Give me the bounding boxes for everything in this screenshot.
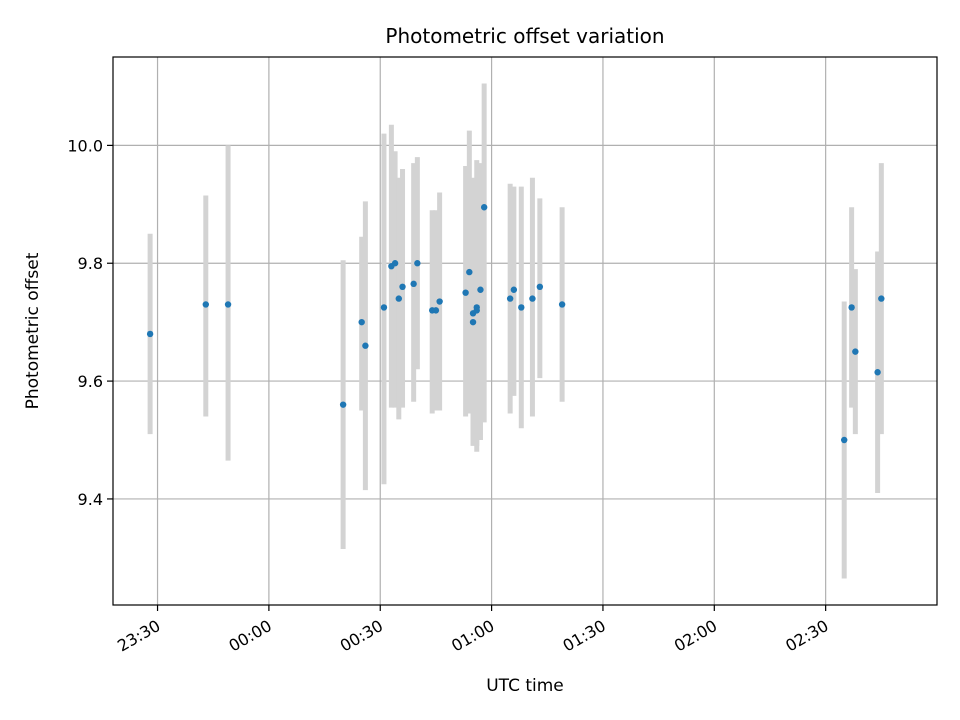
y-tick-label: 9.8 — [78, 254, 103, 273]
data-point — [202, 301, 209, 308]
data-point — [518, 304, 525, 311]
data-point — [852, 348, 859, 355]
data-point — [529, 295, 536, 302]
data-point — [391, 260, 399, 267]
data-point — [358, 318, 365, 326]
data-point — [436, 298, 443, 305]
y-axis-label: Photometric offset — [23, 252, 43, 409]
data-point — [395, 295, 403, 302]
data-point — [362, 342, 369, 349]
data-point — [874, 369, 881, 376]
plot-frame — [112, 56, 938, 606]
data-point — [558, 301, 566, 308]
data-points — [146, 204, 885, 444]
data-point — [399, 283, 406, 291]
data-point — [410, 280, 417, 288]
data-point — [414, 260, 421, 267]
data-point — [432, 307, 440, 314]
y-tick-label: 9.6 — [78, 372, 103, 391]
data-point — [477, 286, 484, 293]
data-point — [339, 401, 347, 408]
data-point — [224, 301, 232, 308]
data-point — [841, 436, 848, 444]
data-point — [536, 283, 544, 291]
data-point — [469, 318, 477, 326]
data-point — [466, 268, 473, 276]
data-point — [510, 286, 518, 293]
data-point — [506, 295, 514, 302]
y-tick-label: 10.0 — [67, 136, 103, 155]
x-axis-label: UTC time — [486, 676, 564, 696]
y-tick-label: 9.4 — [78, 490, 103, 509]
data-point — [146, 330, 154, 338]
data-point — [473, 307, 480, 314]
data-point — [878, 295, 885, 302]
data-point — [462, 289, 469, 296]
data-point — [380, 304, 388, 311]
grid — [113, 57, 937, 605]
data-point — [848, 304, 855, 311]
data-point — [480, 204, 488, 211]
chart-title: Photometric offset variation — [385, 24, 664, 48]
